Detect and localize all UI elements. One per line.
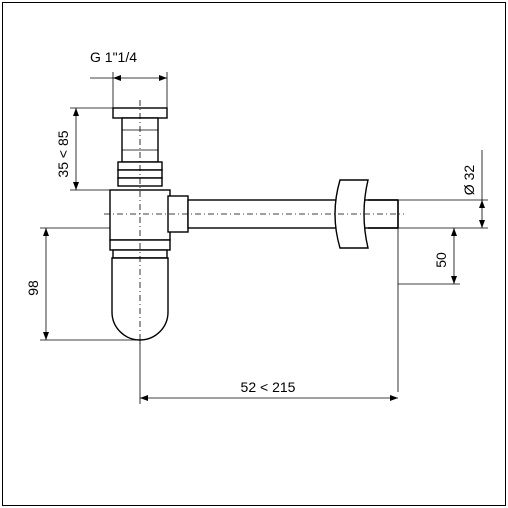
drawing-frame — [2, 2, 506, 506]
